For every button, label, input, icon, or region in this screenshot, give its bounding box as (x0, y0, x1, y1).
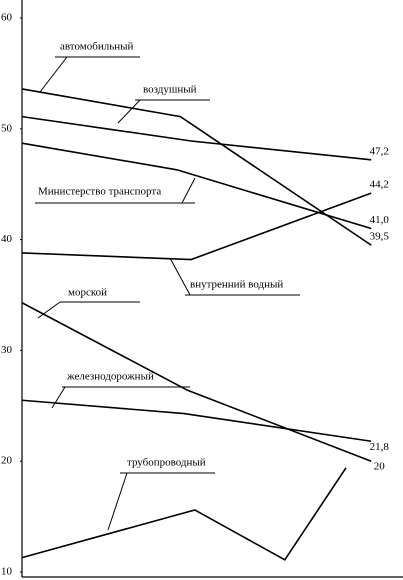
line (21, 88, 372, 246)
y-tick-label: 60 (1, 12, 13, 24)
leader-line (107, 472, 128, 531)
value-label: 44,2 (370, 179, 389, 191)
value-label: 39,5 (370, 231, 390, 243)
series-label: железнодорожный (66, 371, 154, 383)
value-label: 41,0 (370, 214, 390, 226)
leader-line (39, 56, 68, 93)
line (21, 467, 347, 561)
leader-line (51, 386, 66, 409)
value-label: 21,8 (370, 441, 390, 453)
leader-line (169, 257, 191, 296)
y-tick-label: 30 (1, 344, 13, 356)
value-label: 47,2 (370, 145, 389, 157)
leader-line (37, 301, 61, 319)
leader-line (181, 177, 196, 204)
line (21, 192, 372, 261)
series-label: трубопроводный (127, 457, 206, 469)
series-label: автомобильный (60, 41, 133, 53)
series-label: воздушный (143, 84, 197, 96)
y-tick-label: 20 (1, 455, 13, 467)
leader-line (117, 99, 141, 124)
value-label: 20 (374, 461, 386, 473)
series-label: внутренний водный (190, 279, 283, 291)
line (21, 142, 372, 230)
series-label: морской (68, 287, 107, 299)
line (21, 399, 372, 443)
y-tick-label: 10 (1, 566, 13, 578)
y-tick-label: 40 (1, 233, 13, 245)
series-label: Министерство транспорта (38, 186, 161, 198)
line (21, 302, 372, 462)
line (21, 115, 372, 161)
y-tick-label: 50 (1, 122, 13, 134)
